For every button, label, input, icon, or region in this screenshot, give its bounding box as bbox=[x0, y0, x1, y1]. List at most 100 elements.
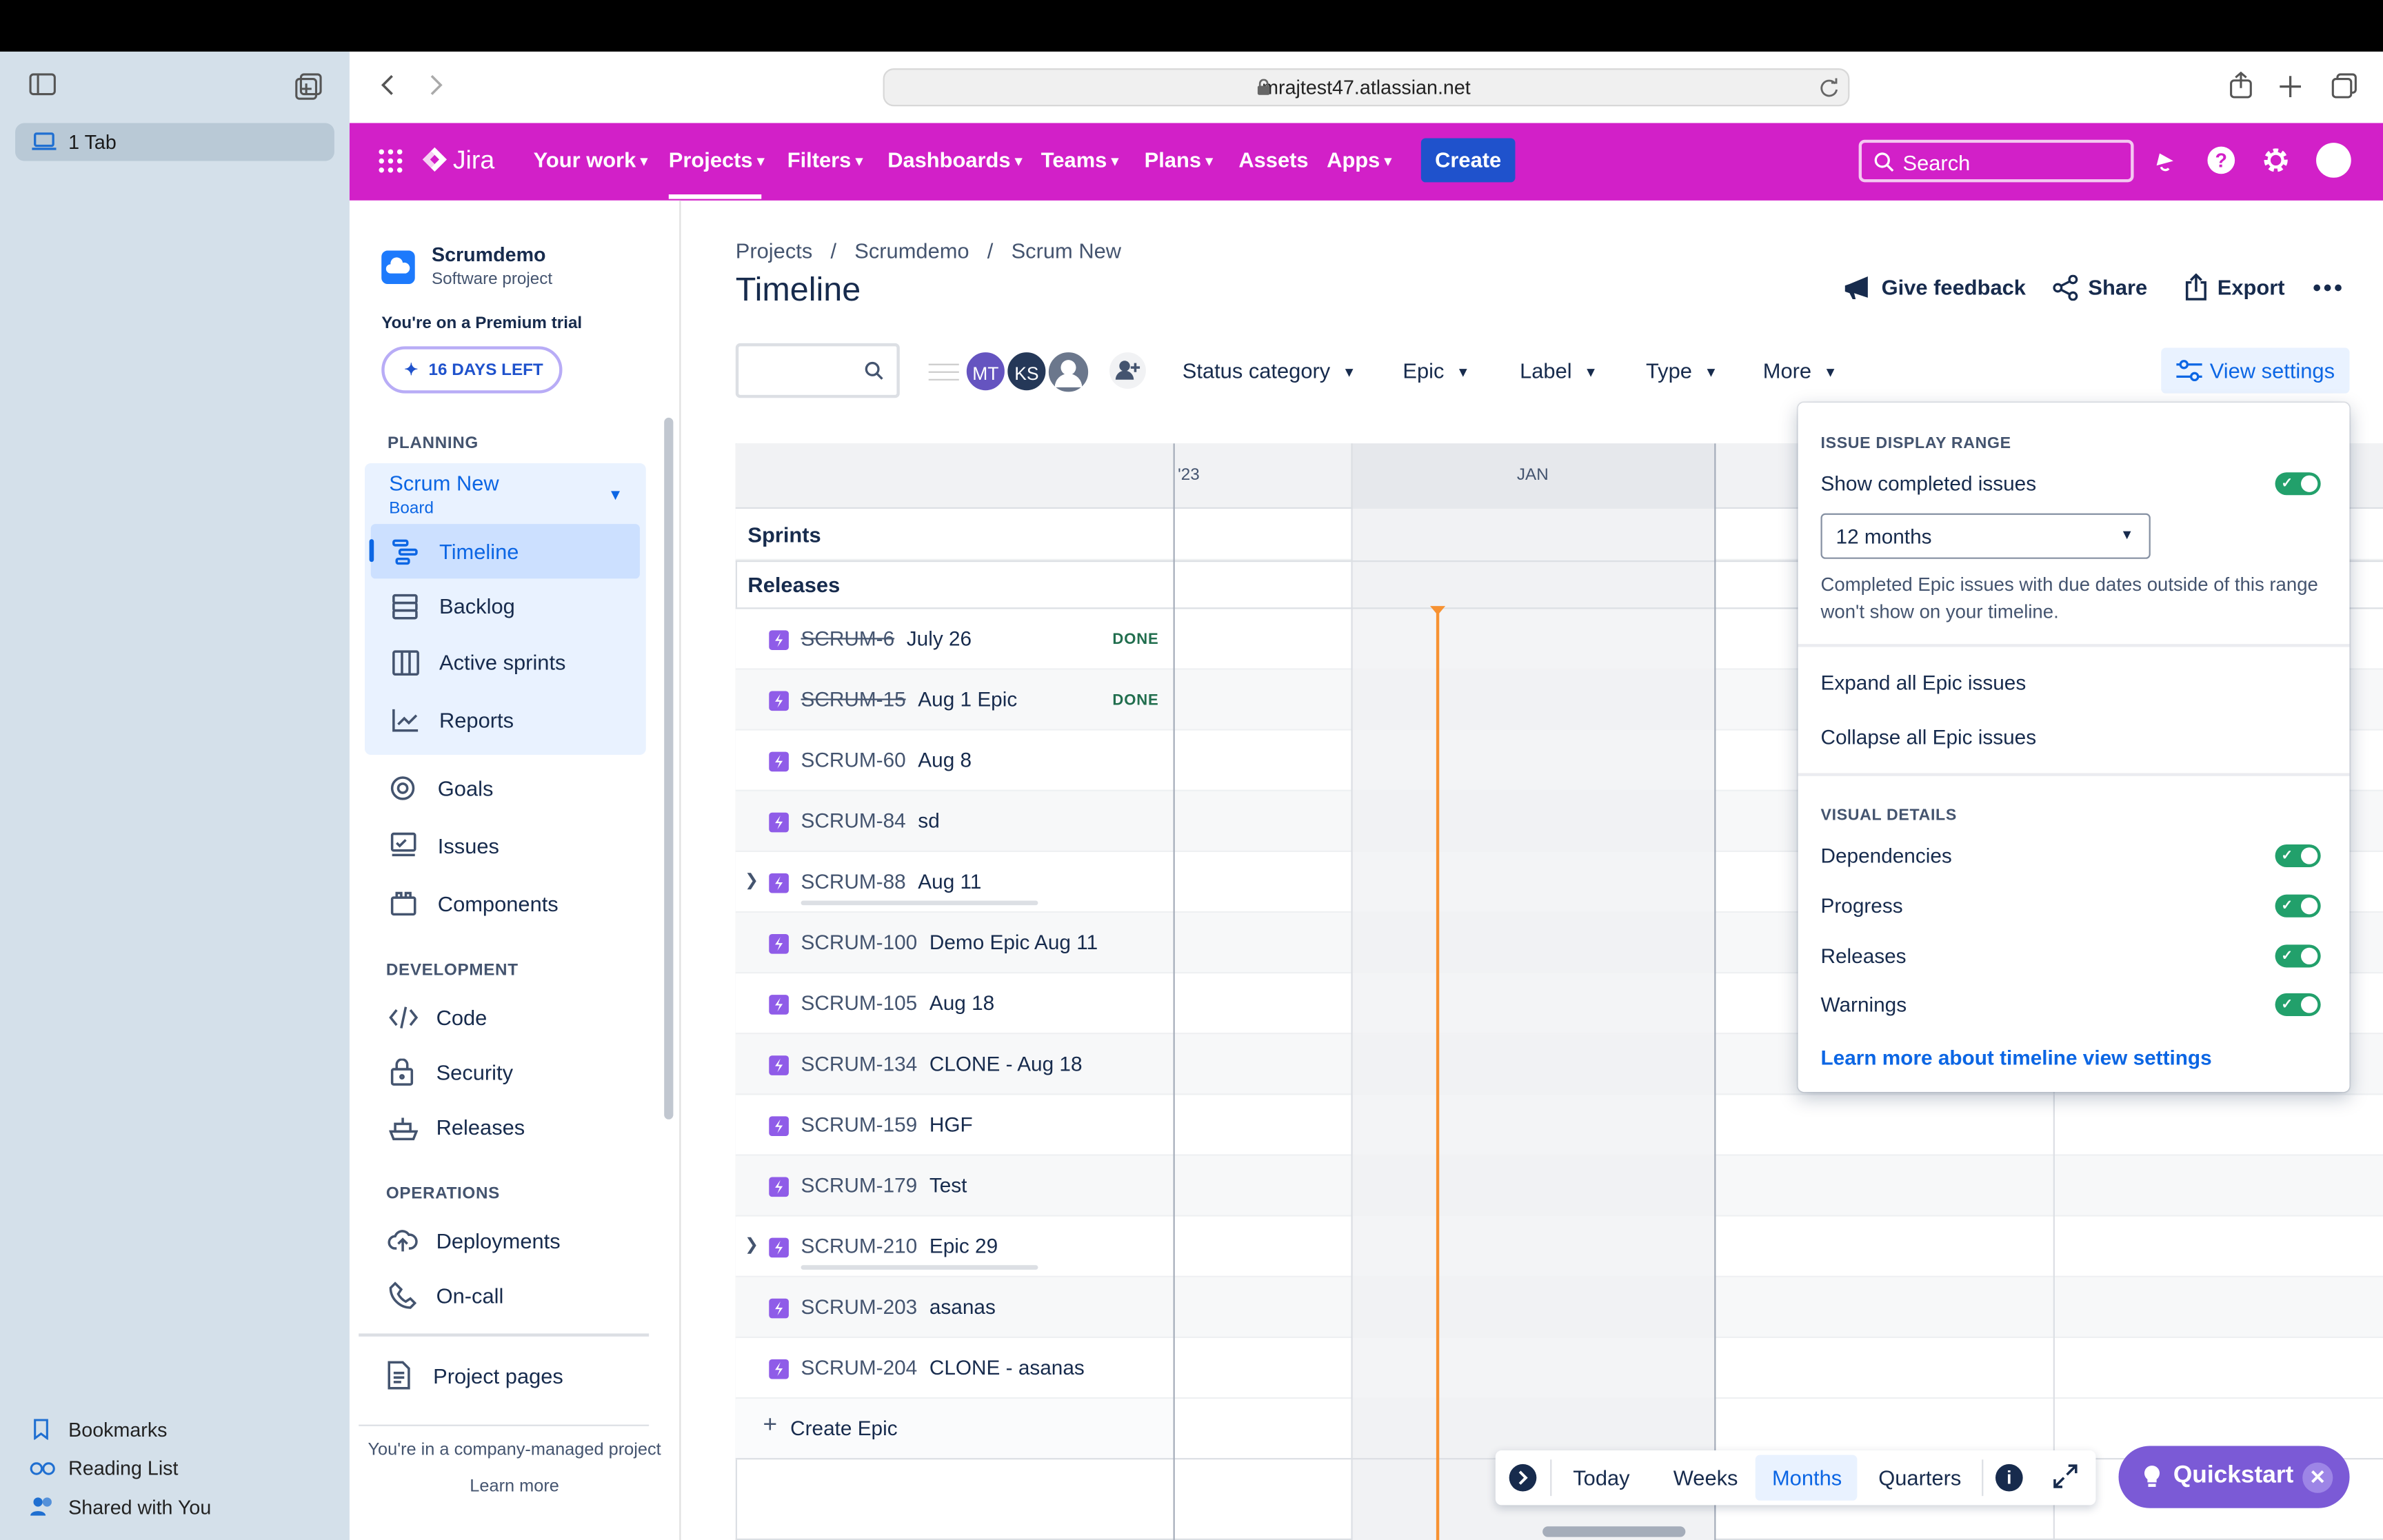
sidebar-item-code[interactable]: Code bbox=[436, 1005, 487, 1030]
issue-key[interactable]: SCRUM-203 bbox=[801, 1295, 918, 1319]
info-icon[interactable]: i bbox=[1995, 1463, 2023, 1492]
sidebar-toggle-icon[interactable] bbox=[29, 73, 57, 97]
chevron-down-icon[interactable]: ▼ bbox=[607, 487, 623, 505]
progress-toggle[interactable] bbox=[2275, 894, 2321, 918]
new-tab-icon[interactable] bbox=[2280, 76, 2302, 98]
nav-assets[interactable]: Assets bbox=[1238, 148, 1308, 172]
nav-filters[interactable]: Filters ▾ bbox=[787, 148, 863, 172]
issue-key[interactable]: SCRUM-60 bbox=[801, 749, 906, 772]
breadcrumb-projects[interactable]: Projects bbox=[735, 238, 813, 263]
issue-summary[interactable]: CLONE - asanas bbox=[929, 1356, 1085, 1379]
zoom-months[interactable]: Months bbox=[1771, 1466, 1842, 1490]
more-actions-icon[interactable] bbox=[2313, 284, 2342, 292]
new-tab-group-icon[interactable] bbox=[295, 73, 323, 101]
filter-more[interactable]: More ▼ bbox=[1763, 358, 1838, 383]
quickstart-button[interactable]: Quickstart ✕ bbox=[2118, 1446, 2350, 1508]
releases-label[interactable]: Releases bbox=[747, 572, 841, 597]
forward-icon[interactable] bbox=[427, 73, 445, 97]
export-button[interactable]: Export bbox=[2184, 273, 2285, 301]
give-feedback-button[interactable]: Give feedback bbox=[1844, 275, 2026, 300]
warnings-toggle[interactable] bbox=[2275, 993, 2321, 1016]
avatar-ks[interactable]: KS bbox=[1004, 349, 1049, 394]
issue-key[interactable]: SCRUM-15 bbox=[801, 688, 906, 711]
issue-key[interactable]: SCRUM-204 bbox=[801, 1356, 918, 1379]
avatar-unassigned[interactable] bbox=[1045, 349, 1092, 395]
tab-group-item[interactable]: 1 Tab bbox=[15, 123, 334, 161]
learn-more-timeline-link[interactable]: Learn more about timeline view settings bbox=[1820, 1046, 2212, 1070]
sidebar-item-active-sprints[interactable]: Active sprints bbox=[439, 649, 566, 675]
issue-summary[interactable]: sd bbox=[918, 809, 940, 833]
notifications-icon[interactable] bbox=[2153, 148, 2178, 173]
filter-type[interactable]: Type ▼ bbox=[1646, 358, 1718, 383]
expand-chevron-icon[interactable]: ❯ bbox=[745, 871, 759, 891]
tab-overview-icon[interactable] bbox=[2331, 73, 2357, 99]
days-left-button[interactable]: ✦ 16 DAYS LEFT bbox=[381, 346, 563, 394]
add-people-icon[interactable] bbox=[1109, 352, 1146, 389]
issue-summary[interactable]: Aug 1 Epic bbox=[918, 688, 1018, 711]
back-icon[interactable] bbox=[379, 73, 396, 97]
learn-more-link[interactable]: Learn more bbox=[470, 1477, 559, 1497]
bookmarks-link[interactable]: Bookmarks bbox=[68, 1418, 168, 1441]
issue-summary[interactable]: Test bbox=[929, 1174, 967, 1197]
app-switcher-icon[interactable] bbox=[379, 149, 403, 173]
board-name[interactable]: Scrum New bbox=[389, 470, 499, 496]
issue-summary[interactable]: Aug 8 bbox=[918, 749, 972, 772]
expand-all-button[interactable]: Expand all Epic issues bbox=[1820, 671, 2027, 694]
fullscreen-icon[interactable] bbox=[2053, 1464, 2078, 1488]
sidebar-item-on-call[interactable]: On-call bbox=[436, 1283, 504, 1308]
avatar-placeholder[interactable] bbox=[924, 352, 964, 392]
timeline-search-input[interactable] bbox=[735, 343, 900, 398]
shared-with-you-link[interactable]: Shared with You bbox=[68, 1496, 212, 1519]
nav-plans[interactable]: Plans ▾ bbox=[1145, 148, 1213, 172]
reading-list-link[interactable]: Reading List bbox=[68, 1456, 179, 1479]
view-settings-button[interactable]: View settings bbox=[2161, 347, 2350, 394]
issue-key[interactable]: SCRUM-134 bbox=[801, 1052, 918, 1075]
sidebar-item-deployments[interactable]: Deployments bbox=[436, 1228, 561, 1253]
project-name[interactable]: Scrumdemo bbox=[431, 243, 546, 266]
breadcrumb-scrumdemo[interactable]: Scrumdemo bbox=[854, 238, 969, 263]
filter-label[interactable]: Label ▼ bbox=[1520, 358, 1598, 383]
sidebar-item-backlog[interactable]: Backlog bbox=[439, 594, 515, 618]
avatar-mt[interactable]: MT bbox=[963, 349, 1008, 394]
reload-icon[interactable] bbox=[1819, 77, 1839, 97]
settings-gear-icon[interactable] bbox=[2262, 146, 2291, 175]
sidebar-item-goals[interactable]: Goals bbox=[437, 776, 494, 801]
filter-status-category[interactable]: Status category ▼ bbox=[1183, 358, 1356, 383]
zoom-weeks[interactable]: Weeks bbox=[1673, 1466, 1738, 1490]
collapse-all-button[interactable]: Collapse all Epic issues bbox=[1820, 726, 2037, 749]
issue-key[interactable]: SCRUM-159 bbox=[801, 1113, 918, 1136]
dependencies-toggle[interactable] bbox=[2275, 844, 2321, 868]
nav-projects[interactable]: Projects ▾ bbox=[669, 148, 764, 172]
zoom-quarters[interactable]: Quarters bbox=[1878, 1466, 1962, 1490]
issue-summary[interactable]: Aug 11 bbox=[918, 870, 982, 893]
list-divider[interactable] bbox=[1173, 443, 1175, 1540]
create-epic-row[interactable]: + Create Epic bbox=[735, 1399, 1175, 1460]
sidebar-item-reports[interactable]: Reports bbox=[439, 707, 514, 732]
issue-key[interactable]: SCRUM-88 bbox=[801, 870, 906, 893]
breadcrumb-scrum-new[interactable]: Scrum New bbox=[1011, 238, 1122, 263]
issue-key[interactable]: SCRUM-105 bbox=[801, 991, 918, 1015]
create-button[interactable]: Create bbox=[1420, 138, 1516, 183]
help-icon[interactable]: ? bbox=[2206, 146, 2235, 175]
sidebar-item-components[interactable]: Components bbox=[437, 891, 559, 916]
jira-brand[interactable]: Jira bbox=[452, 145, 495, 175]
show-completed-toggle[interactable] bbox=[2275, 472, 2321, 496]
issue-summary[interactable]: HGF bbox=[929, 1113, 973, 1136]
close-icon[interactable]: ✕ bbox=[2302, 1462, 2333, 1493]
issue-key[interactable]: SCRUM-84 bbox=[801, 809, 906, 833]
nav-apps[interactable]: Apps ▾ bbox=[1327, 148, 1391, 172]
range-select[interactable]: 12 months ▼ bbox=[1820, 513, 2151, 559]
search-input[interactable]: Search bbox=[1858, 139, 2134, 183]
issue-summary[interactable]: CLONE - Aug 18 bbox=[929, 1052, 1083, 1075]
address-bar[interactable]: mrajtest47.atlassian.net bbox=[883, 68, 1850, 107]
issue-key[interactable]: SCRUM-179 bbox=[801, 1174, 918, 1197]
nav-your-work[interactable]: Your work ▾ bbox=[534, 148, 647, 172]
issue-summary[interactable]: Epic 29 bbox=[929, 1235, 998, 1258]
expand-chevron-icon[interactable]: ❯ bbox=[745, 1236, 759, 1255]
sidebar-item-project-pages[interactable]: Project pages bbox=[433, 1364, 563, 1388]
sidebar-scrollbar[interactable] bbox=[664, 417, 674, 1119]
jira-logo-icon[interactable] bbox=[421, 146, 449, 174]
releases-toggle[interactable] bbox=[2275, 944, 2321, 968]
sidebar-item-issues[interactable]: Issues bbox=[437, 833, 499, 858]
horizontal-scrollbar[interactable] bbox=[1542, 1526, 1686, 1537]
